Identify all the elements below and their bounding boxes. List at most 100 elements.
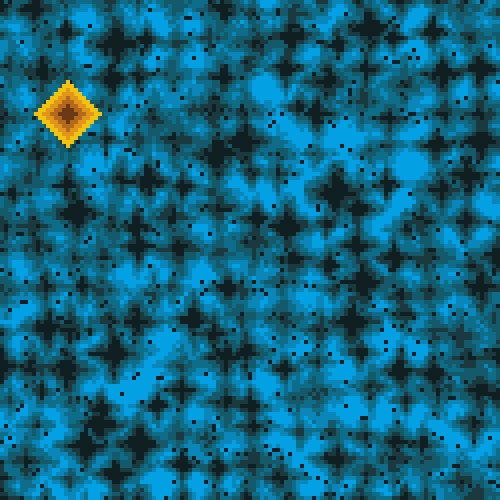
highlight-cell — [54, 128, 58, 132]
highlight-cell — [62, 128, 66, 132]
highlight-cell — [58, 100, 62, 104]
highlight-cell — [70, 140, 74, 144]
highlight-cell — [82, 112, 86, 116]
highlight-cell — [62, 140, 66, 144]
highlight-cell — [46, 104, 50, 108]
highlight-cell — [78, 116, 82, 120]
highlighted-tile[interactable] — [34, 80, 102, 148]
highlight-cell — [42, 120, 46, 124]
highlight-cell — [90, 120, 94, 124]
highlight-cell — [62, 108, 66, 112]
highlight-cell — [70, 88, 74, 92]
highlight-cell — [70, 128, 74, 132]
highlight-cell — [50, 116, 54, 120]
highlight-cell — [66, 132, 70, 136]
highlight-cell — [62, 132, 66, 136]
highlight-cell — [82, 116, 86, 120]
highlight-cell — [66, 88, 70, 92]
highlight-cell — [90, 104, 94, 108]
highlight-cell — [54, 108, 58, 112]
highlight-cell — [62, 84, 66, 88]
highlight-cell — [54, 104, 58, 108]
highlight-cell — [46, 116, 50, 120]
highlight-cell — [66, 144, 70, 148]
highlight-cell — [66, 124, 70, 128]
highlight-cell — [34, 112, 38, 116]
highlight-cell — [78, 132, 82, 136]
highlight-cell — [38, 116, 42, 120]
highlight-cell — [78, 92, 82, 96]
highlight-cell — [70, 96, 74, 100]
highlight-cell — [98, 112, 102, 116]
highlight-cell — [66, 116, 70, 120]
highlight-cell — [74, 132, 78, 136]
highlight-cell — [70, 136, 74, 140]
highlight-cell — [82, 120, 86, 124]
highlight-cell — [50, 120, 54, 124]
highlight-cell — [70, 100, 74, 104]
highlight-cell — [66, 128, 70, 132]
highlight-cell — [78, 100, 82, 104]
highlight-cell — [62, 88, 66, 92]
highlight-cell — [66, 120, 70, 124]
highlight-cell — [50, 104, 54, 108]
highlight-cell — [74, 128, 78, 132]
highlight-cell — [54, 100, 58, 104]
highlight-cell — [78, 124, 82, 128]
highlight-cell — [46, 100, 50, 104]
highlight-cell — [62, 112, 66, 116]
highlight-cell — [54, 132, 58, 136]
highlight-cell — [82, 96, 86, 100]
highlight-cell — [70, 116, 74, 120]
highlight-cell — [90, 108, 94, 112]
highlight-cell — [62, 100, 66, 104]
highlight-cell — [58, 136, 62, 140]
highlight-cell — [58, 120, 62, 124]
highlight-cell — [66, 108, 70, 112]
highlight-cell — [58, 88, 62, 92]
highlight-cell — [86, 112, 90, 116]
highlight-cell — [58, 108, 62, 112]
highlight-cell — [42, 116, 46, 120]
highlight-cell — [82, 108, 86, 112]
highlight-cell — [66, 104, 70, 108]
highlight-cell — [46, 112, 50, 116]
highlight-cell — [70, 120, 74, 124]
highlight-cell — [74, 92, 78, 96]
highlight-cell — [70, 84, 74, 88]
highlight-cell — [74, 96, 78, 100]
highlight-cell — [50, 112, 54, 116]
highlight-cell — [58, 128, 62, 132]
highlight-cell — [66, 136, 70, 140]
highlight-cell — [78, 120, 82, 124]
highlight-cell — [74, 104, 78, 108]
highlight-cell — [54, 92, 58, 96]
highlight-cell — [78, 96, 82, 100]
highlight-cell — [94, 112, 98, 116]
highlight-cell — [94, 116, 98, 120]
highlight-cell — [38, 112, 42, 116]
highlight-cell — [58, 124, 62, 128]
highlight-cell — [74, 100, 78, 104]
highlight-cell — [86, 116, 90, 120]
highlight-cell — [82, 100, 86, 104]
highlight-cell — [82, 128, 86, 132]
highlight-cell — [74, 116, 78, 120]
highlight-cell — [70, 104, 74, 108]
highlight-cell — [86, 120, 90, 124]
highlight-cell — [62, 104, 66, 108]
highlight-cell — [58, 96, 62, 100]
highlight-cell — [70, 112, 74, 116]
highlight-cell — [46, 124, 50, 128]
highlight-cell — [62, 92, 66, 96]
highlight-cell — [54, 96, 58, 100]
highlight-cell — [54, 116, 58, 120]
highlight-cell — [42, 104, 46, 108]
highlight-cell — [86, 100, 90, 104]
highlight-cell — [94, 108, 98, 112]
highlight-cell — [62, 124, 66, 128]
highlight-cell — [86, 104, 90, 108]
highlight-cell — [66, 92, 70, 96]
